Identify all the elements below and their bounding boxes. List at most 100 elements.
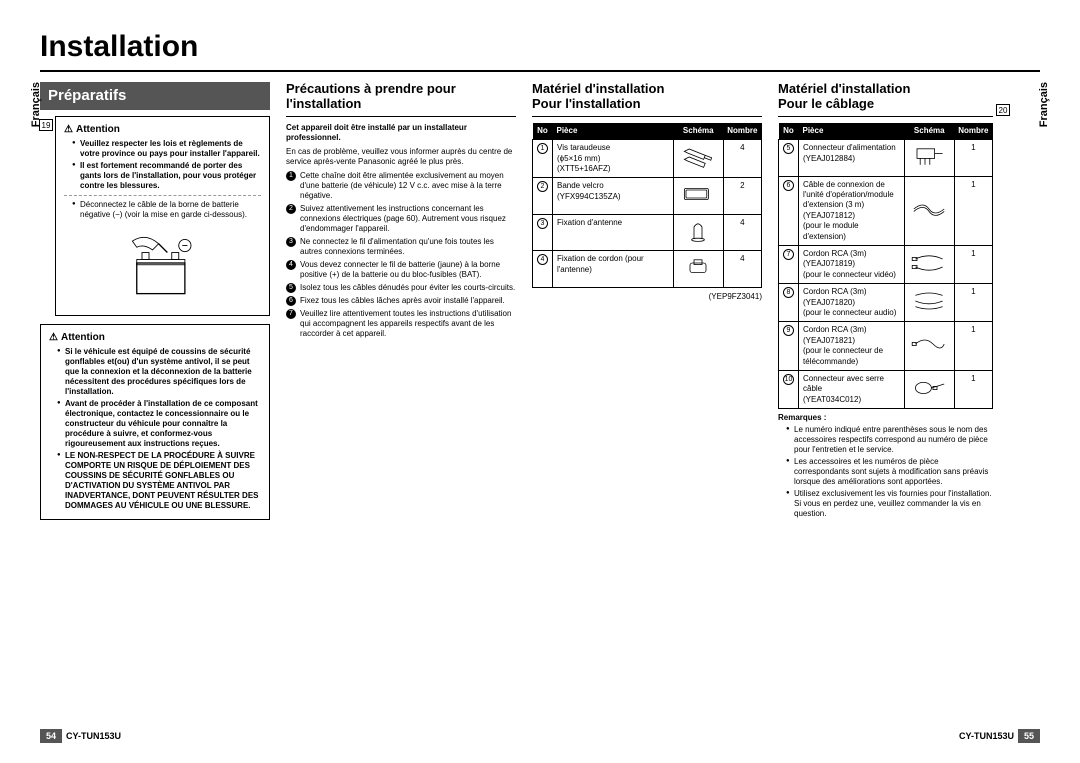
table-row: 10Connecteur avec serre câble (YEAT034C0… [779, 370, 993, 408]
step-item: 4Vous devez connecter le fil de batterie… [286, 260, 516, 280]
wiring-parts-table: No Pièce Schéma Nombre 5Connecteur d'ali… [778, 123, 993, 409]
row-number-icon: 7 [783, 249, 794, 260]
column-install-parts: Matériel d'installationPour l'installati… [532, 82, 762, 528]
header-wiring-parts: Matériel d'installationPour le câblage [778, 82, 993, 112]
attention-1-bullets: Veuillez respecter les lois et règlement… [64, 139, 261, 191]
th-schema: Schéma [673, 123, 723, 140]
row-number-icon: 8 [783, 287, 794, 298]
cell-qty: 4 [723, 251, 761, 287]
cell-no: 8 [779, 284, 799, 322]
remark-item: Le numéro indiqué entre parenthèses sous… [786, 425, 993, 455]
bullet-item: LE NON-RESPECT DE LA PROCÉDURE À SUIVRE … [57, 451, 261, 511]
table-row: 6 Câble de connexion de l'unité d'opérati… [779, 176, 993, 245]
row-number-icon: 9 [783, 325, 794, 336]
table-row: 2 Bande velcro (YFX994C135ZA) 2 [533, 178, 762, 214]
row-number-icon: 1 [537, 143, 548, 154]
step-number-icon: 7 [286, 309, 296, 319]
step-item: 3Ne connectez le fil d'alimentation qu'u… [286, 237, 516, 257]
attention-box-1: 19 Attention Veuillez respecter les lois… [55, 116, 270, 317]
bullet-item: Si le véhicule est équipé de coussins de… [57, 347, 261, 397]
bullet-item: Avant de procéder à l'installation de ce… [57, 399, 261, 449]
cell-schema [673, 251, 723, 287]
step-item: 1Cette chaîne doit être alimentée exclus… [286, 171, 516, 201]
row-number-icon: 6 [783, 180, 794, 191]
row-number-icon: 5 [783, 143, 794, 154]
step-item: 7Veuillez lire attentivement toutes les … [286, 309, 516, 339]
th-no: No [533, 123, 553, 140]
page-num-right: 55 [1018, 729, 1040, 743]
cell-no: 9 [779, 322, 799, 371]
th-schema: Schéma [904, 123, 954, 140]
rule [286, 116, 516, 117]
cell-schema [673, 178, 723, 214]
row-number-icon: 2 [537, 181, 548, 192]
table-row: 7 Cordon RCA (3m) (YEAJ071819) (pour le c… [779, 246, 993, 284]
bullet-item: Veuillez respecter les lois et règlement… [72, 139, 261, 159]
remarks-title: Remarques : [778, 413, 993, 423]
step-item: 2Suivez attentivement les instructions c… [286, 204, 516, 234]
cell-qty: 1 [954, 246, 992, 284]
cell-piece: Vis taraudeuse (ϕ5×16 mm) (XTT5+16AFZ) [553, 140, 674, 178]
cell-piece: Connecteur avec serre câble (YEAT034C012… [799, 370, 905, 408]
table-row: 4Fixation de cordon (pour l'antenne)4 [533, 251, 762, 287]
step-number-icon: 4 [286, 260, 296, 270]
cell-no: 4 [533, 251, 553, 287]
step-item: 5Isolez tous les câbles dénudés pour évi… [286, 283, 516, 293]
footer: 54 CY-TUN153U CY-TUN153U 55 [40, 729, 1040, 743]
cell-piece: Câble de connexion de l'unité d'opératio… [799, 176, 905, 245]
cell-schema [673, 214, 723, 250]
cell-no: 3 [533, 214, 553, 250]
lang-label-right: Français [1038, 82, 1050, 127]
cell-schema [904, 176, 954, 245]
cell-piece: Cordon RCA (3m) (YEAJ071820) (pour le co… [799, 284, 905, 322]
content-columns: Préparatifs 19 Attention Veuillez respec… [40, 82, 1040, 528]
remarks-list: Le numéro indiqué entre parenthèses sous… [778, 425, 993, 519]
header-install-parts: Matériel d'installationPour l'installati… [532, 82, 762, 112]
cell-piece: Bande velcro (YFX994C135ZA) [553, 178, 674, 214]
cell-qty: 1 [954, 176, 992, 245]
table-row: 9Cordon RCA (3m) (YEAJ071821) (pour le c… [779, 322, 993, 371]
step-number-icon: 6 [286, 296, 296, 306]
cell-qty: 2 [723, 178, 761, 214]
bullet-item: Il est fortement recommandé de porter de… [72, 161, 261, 191]
step-number-icon: 1 [286, 171, 296, 181]
footer-right: CY-TUN153U 55 [959, 729, 1040, 743]
install-parts-table: No Pièce Schéma Nombre 1Vis taraudeuse (… [532, 123, 762, 288]
column-preparatifs: Préparatifs 19 Attention Veuillez respec… [40, 82, 270, 528]
table-row: 1Vis taraudeuse (ϕ5×16 mm) (XTT5+16AFZ)4 [533, 140, 762, 178]
attention-1-note: Déconnectez le câble de la borne de batt… [64, 200, 261, 220]
cell-piece: Fixation de cordon (pour l'antenne) [553, 251, 674, 287]
cell-piece: Cordon RCA (3m) (YEAJ071819) (pour le co… [799, 246, 905, 284]
footer-left: 54 CY-TUN153U [40, 729, 121, 743]
th-no: No [779, 123, 799, 140]
cell-no: 5 [779, 140, 799, 176]
installer-note: Cet appareil doit être installé par un i… [286, 123, 516, 143]
header-precautions: Précautions à prendre pour l'installatio… [286, 82, 516, 112]
page-num-left: 54 [40, 729, 62, 743]
box-number-19: 19 [39, 119, 53, 131]
step-number-icon: 5 [286, 283, 296, 293]
divider [64, 195, 261, 196]
th-piece: Pièce [799, 123, 905, 140]
th-qty: Nombre [954, 123, 992, 140]
cell-no: 2 [533, 178, 553, 214]
table3-footnote: (YEP9FZ3041) [532, 292, 762, 302]
cell-no: 6 [779, 176, 799, 245]
cell-schema [904, 284, 954, 322]
cell-schema [673, 140, 723, 178]
precaution-steps: 1Cette chaîne doit être alimentée exclus… [286, 171, 516, 339]
model-left: CY-TUN153U [66, 731, 121, 741]
cell-piece: Fixation d'antenne [553, 214, 674, 250]
header-preparatifs: Préparatifs [40, 82, 270, 110]
model-right: CY-TUN153U [959, 731, 1014, 741]
cell-no: 10 [779, 370, 799, 408]
rule [532, 116, 762, 117]
th-qty: Nombre [723, 123, 761, 140]
cell-schema [904, 246, 954, 284]
cell-no: 7 [779, 246, 799, 284]
cell-qty: 1 [954, 284, 992, 322]
cell-no: 1 [533, 140, 553, 178]
table-row: 8 Cordon RCA (3m) (YEAJ071820) (pour le c… [779, 284, 993, 322]
box-number-20: 20 [996, 104, 1010, 116]
attention-2-bullets: Si le véhicule est équipé de coussins de… [49, 347, 261, 511]
